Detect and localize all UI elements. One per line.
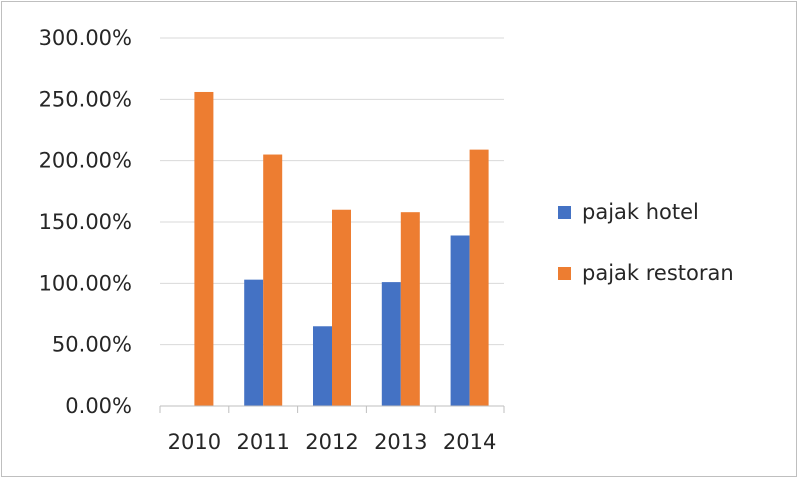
bars xyxy=(194,91,489,407)
y-tick-label: 150.00% xyxy=(39,210,132,234)
legend: pajak hotel pajak restoran xyxy=(558,200,734,285)
x-axis xyxy=(159,405,505,413)
legend-swatch xyxy=(558,267,571,280)
bar-pajak-restoran-2012 xyxy=(332,209,351,406)
legend-label: pajak restoran xyxy=(582,261,734,285)
y-tick-label: 0.00% xyxy=(65,394,132,418)
x-tick-label: 2012 xyxy=(305,430,358,454)
bar-pajak-hotel-2011 xyxy=(244,279,264,406)
bar-pajak-hotel-2014 xyxy=(450,235,470,406)
bar-pajak-restoran-2010 xyxy=(194,91,214,407)
y-tick-label: 50.00% xyxy=(52,333,132,357)
legend-label: pajak hotel xyxy=(582,200,699,224)
y-tick-label: 200.00% xyxy=(39,149,132,173)
bar-pajak-hotel-2013 xyxy=(381,282,401,406)
bar-pajak-restoran-2011 xyxy=(263,154,283,406)
x-tick-label: 2010 xyxy=(168,430,221,454)
x-tick-label: 2014 xyxy=(443,430,496,454)
bar-pajak-hotel-2012 xyxy=(313,326,332,406)
y-axis-ticks: 0.00% 50.00% 100.00% 150.00% 200.00% 250.00% 3… xyxy=(39,26,132,418)
legend-swatch xyxy=(558,206,571,219)
y-tick-label: 250.00% xyxy=(39,87,132,111)
x-axis-ticks: 2010 2011 2012 2013 2014 xyxy=(168,430,497,454)
bar-pajak-restoran-2013 xyxy=(400,212,420,406)
y-tick-label: 300.00% xyxy=(39,26,132,50)
x-tick-label: 2013 xyxy=(374,430,427,454)
x-tick-label: 2011 xyxy=(236,430,289,454)
bar-pajak-restoran-2014 xyxy=(469,149,489,407)
y-tick-label: 100.00% xyxy=(39,271,132,295)
